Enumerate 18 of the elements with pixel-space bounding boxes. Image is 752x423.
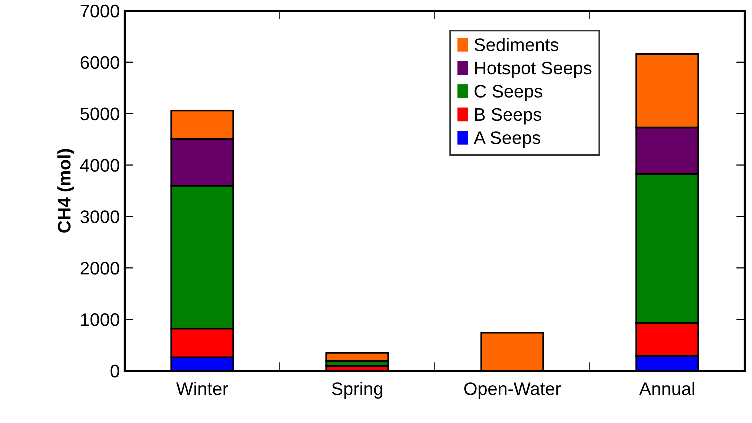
legend-label: Hotspot Seeps — [475, 62, 592, 78]
y-tick-label: 4000 — [80, 159, 120, 172]
legend-label: A Seeps — [474, 132, 541, 148]
y-tick-label: 5000 — [80, 108, 120, 121]
y-tick-label: 6000 — [80, 56, 120, 70]
y-tick-label: 3000 — [80, 210, 120, 224]
legend-label: B Seeps — [475, 108, 542, 125]
y-tick-label: 0 — [110, 364, 120, 378]
x-tick-label: Spring — [332, 382, 382, 399]
legend-label: C Seeps — [474, 85, 543, 102]
legend-label: Sediments — [474, 38, 559, 52]
x-tick-label: Open-Water — [464, 382, 562, 399]
y-tick-label: 2000 — [80, 262, 120, 275]
x-tick-label: Winter — [176, 382, 228, 396]
y-tick-label: 7000 — [80, 4, 120, 18]
y-axis-title: CH4 (mol) — [58, 149, 74, 233]
x-tick-label: Annual — [639, 382, 694, 396]
y-tick-label: 1000 — [81, 314, 120, 326]
